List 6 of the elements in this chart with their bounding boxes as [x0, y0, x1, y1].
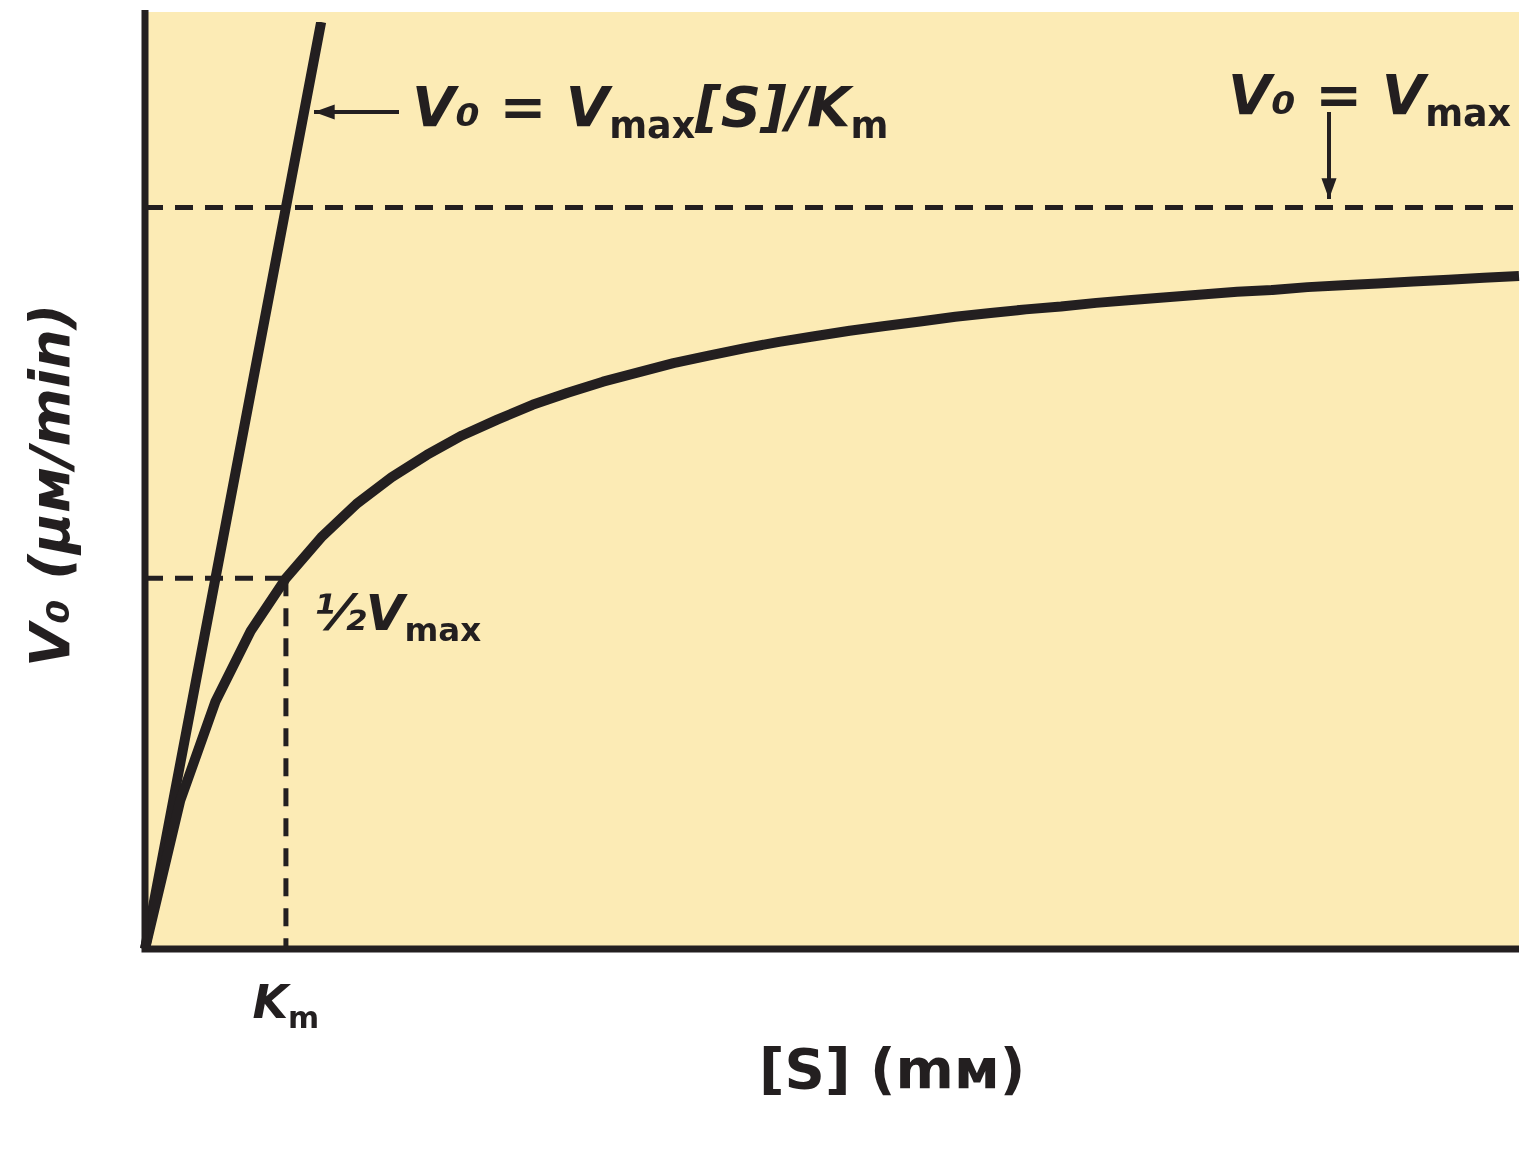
- ref-line-label: V₀ = V$_{max}$: [1228, 62, 1512, 136]
- annotation: V₀ = V$_{max}$[S]/K$_{m}$: [412, 74, 889, 148]
- text: K$_{m}$: [252, 975, 320, 1036]
- annotation: ½V$_{max}$: [313, 584, 482, 650]
- y-axis-title: V₀ (μᴍ/min): [17, 303, 82, 667]
- x-axis-title: [S] (mᴍ): [759, 1036, 1026, 1101]
